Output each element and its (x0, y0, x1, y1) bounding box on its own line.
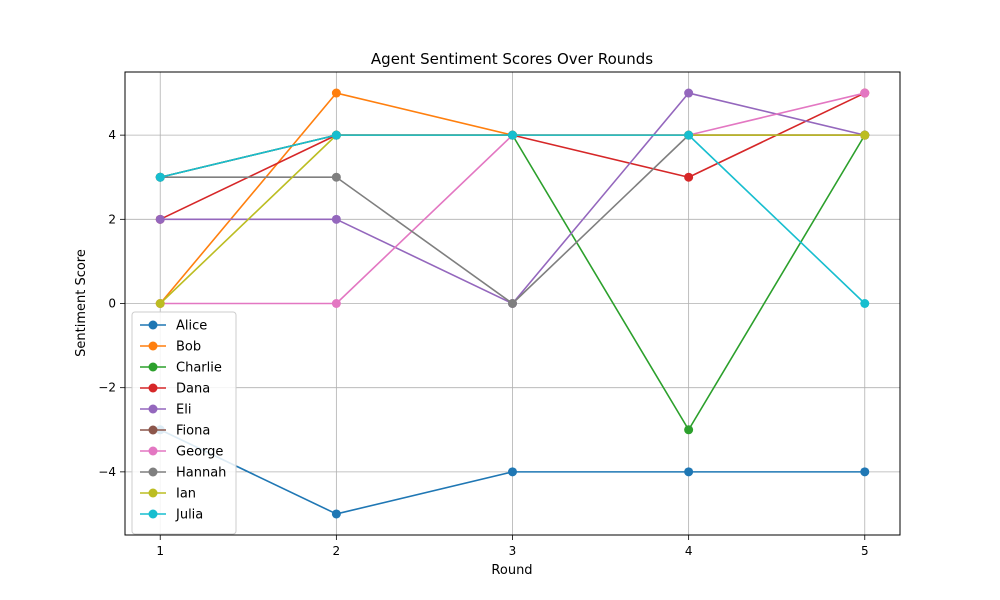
data-point (860, 130, 870, 140)
data-point (331, 172, 341, 182)
legend-item: George (140, 445, 223, 460)
legend-item: Julia (140, 508, 203, 523)
legend-label: Dana (176, 382, 210, 397)
legend: Alice Bob Charlie Dana Eli Fiona George Hannah I… (131, 311, 237, 535)
axes: 1 2 3 4 5 −4 −2 0 2 4 (98, 128, 868, 558)
legend-swatch-marker (148, 509, 158, 519)
data-point (684, 467, 694, 477)
data-point (155, 299, 165, 308)
series-alice (155, 425, 870, 519)
data-point (508, 467, 517, 477)
legend-swatch-marker (148, 362, 158, 372)
data-point (155, 172, 165, 182)
legend-label: Bob (176, 340, 201, 355)
legend-label: Hannah (176, 466, 226, 481)
y-tick-label: 4 (108, 128, 116, 142)
legend-item: Alice (140, 319, 207, 334)
data-point (331, 299, 341, 308)
x-tick-label: 5 (861, 544, 869, 558)
legend-swatch-marker (148, 446, 158, 456)
legend-swatch-marker (148, 404, 158, 414)
legend-item: Bob (140, 340, 201, 355)
legend-item: Ian (140, 487, 196, 502)
y-axis-label: Sentiment Score (74, 249, 89, 357)
legend-label: Eli (176, 403, 191, 418)
x-axis-label: Round (491, 563, 532, 578)
legend-swatch-marker (148, 383, 158, 393)
y-tick-label: −2 (98, 381, 116, 395)
data-point (331, 130, 341, 140)
data-point (860, 88, 870, 98)
data-point (684, 130, 694, 140)
legend-label: Charlie (176, 361, 222, 376)
series-layer (155, 88, 870, 519)
legend-swatch-marker (148, 320, 158, 330)
x-tick-label: 1 (156, 544, 164, 558)
legend-label: George (176, 445, 223, 460)
legend-item: Eli (140, 403, 191, 418)
legend-label: Alice (176, 319, 207, 334)
chart-title: Agent Sentiment Scores Over Rounds (371, 50, 653, 68)
data-point (684, 425, 694, 435)
legend-item: Fiona (140, 424, 210, 439)
legend-swatch-marker (148, 425, 158, 435)
x-tick-label: 3 (509, 544, 517, 558)
x-tick-label: 2 (333, 544, 341, 558)
data-point (331, 509, 341, 519)
data-point (508, 299, 517, 308)
data-point (860, 299, 870, 308)
legend-item: Charlie (140, 361, 222, 376)
data-point (508, 130, 517, 140)
legend-swatch-marker (148, 488, 158, 498)
x-tick-label: 4 (685, 544, 693, 558)
data-point (684, 88, 694, 98)
legend-item: Dana (140, 382, 210, 397)
y-tick-label: 0 (108, 297, 116, 311)
data-point (684, 172, 694, 182)
legend-item: Hannah (140, 466, 226, 481)
legend-label: Ian (176, 487, 196, 502)
data-point (860, 467, 870, 477)
data-point (155, 214, 165, 224)
legend-swatch-marker (148, 341, 158, 351)
legend-label: Julia (175, 508, 203, 523)
data-point (331, 88, 341, 98)
data-point (331, 214, 341, 224)
series-julia (155, 130, 870, 308)
y-tick-label: −4 (98, 465, 116, 479)
y-tick-label: 2 (108, 212, 116, 226)
legend-swatch-marker (148, 467, 158, 477)
legend-label: Fiona (176, 424, 210, 439)
